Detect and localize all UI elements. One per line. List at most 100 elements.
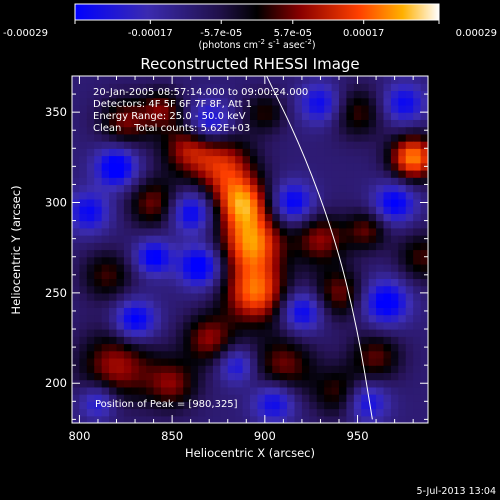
heatmap-cell — [227, 83, 236, 92]
heatmap-cell — [198, 206, 207, 214]
heatmap-cell — [109, 386, 118, 395]
heatmap-cell — [420, 263, 428, 272]
heatmap-cell — [138, 336, 147, 345]
heatmap-cell — [212, 191, 221, 200]
heatmap-cell — [383, 198, 392, 207]
heatmap-cell — [405, 307, 414, 316]
heatmap-cell — [227, 357, 236, 366]
heatmap-cell — [309, 242, 318, 251]
heatmap-cell — [153, 300, 162, 308]
heatmap-cell — [264, 300, 273, 308]
heatmap-cell — [227, 213, 236, 222]
heatmap-cell — [331, 220, 340, 229]
heatmap-cell — [131, 401, 140, 410]
heatmap-cell — [101, 133, 110, 142]
heatmap-cell — [324, 148, 333, 157]
heatmap-cell — [190, 148, 199, 157]
heatmap-cell — [242, 184, 251, 193]
heatmap-cell — [420, 336, 428, 345]
heatmap-cell — [353, 198, 362, 207]
heatmap-cell — [331, 177, 340, 186]
heatmap-cell — [235, 321, 244, 330]
heatmap-cell — [398, 401, 407, 410]
heatmap-cell — [383, 300, 392, 308]
heatmap-cell — [227, 112, 236, 120]
heatmap-cell — [398, 191, 407, 200]
heatmap-cell — [353, 119, 362, 128]
heatmap-cell — [383, 263, 392, 272]
heatmap-cell — [138, 148, 147, 157]
colorbar-unit-label: (photons cm-2 s-1 asec-2) — [198, 38, 315, 51]
heatmap-cell — [339, 415, 348, 423]
heatmap-cell — [390, 104, 399, 113]
heatmap-cell — [109, 256, 118, 265]
heatmap-cell — [123, 249, 132, 258]
heatmap-cell — [324, 83, 333, 92]
heatmap-cell — [212, 314, 221, 323]
heatmap-cell — [368, 343, 377, 352]
heatmap-cell — [146, 112, 155, 120]
heatmap-cell — [272, 184, 281, 193]
heatmap-cell — [398, 76, 407, 84]
heatmap-cell — [398, 321, 407, 330]
heatmap-cell — [294, 198, 303, 207]
heatmap-cell — [198, 104, 207, 113]
heatmap-cell — [361, 394, 370, 402]
heatmap-cell — [109, 336, 118, 345]
heatmap-cell — [175, 97, 184, 106]
heatmap-cell — [368, 408, 377, 417]
heatmap-cell — [146, 285, 155, 294]
heatmap-cell — [316, 278, 325, 287]
heatmap-cell — [235, 386, 244, 395]
heatmap-cell — [368, 350, 377, 359]
heatmap-cell — [79, 206, 88, 214]
heatmap-cell — [227, 126, 236, 135]
heatmap-cell — [353, 177, 362, 186]
heatmap-cell — [398, 256, 407, 265]
heatmap-cell — [368, 206, 377, 214]
heatmap-cell — [190, 104, 199, 113]
heatmap-cell — [301, 292, 310, 301]
heatmap-cell — [242, 271, 251, 280]
heatmap-cell — [398, 148, 407, 157]
heatmap-cell — [272, 177, 281, 186]
heatmap-cell — [346, 386, 355, 395]
heatmap-cell — [205, 162, 214, 171]
heatmap-cell — [353, 141, 362, 149]
heatmap-cell — [220, 227, 229, 236]
heatmap-cell — [72, 213, 81, 222]
heatmap-cell — [220, 329, 229, 337]
heatmap-cell — [264, 220, 273, 229]
heatmap-cell — [131, 314, 140, 323]
heatmap-cell — [183, 357, 192, 366]
heatmap-cell — [101, 278, 110, 287]
heatmap-cell — [301, 278, 310, 287]
colorbar-tick-label: 0.00029 — [456, 28, 497, 39]
heatmap-cell — [257, 198, 266, 207]
heatmap-cell — [250, 336, 259, 345]
heatmap-cell — [205, 133, 214, 142]
heatmap-cell — [94, 184, 103, 193]
heatmap-cell — [324, 177, 333, 186]
heatmap-cell — [383, 97, 392, 106]
heatmap-cell — [79, 285, 88, 294]
heatmap-cell — [227, 206, 236, 214]
heatmap-cell — [242, 300, 251, 308]
heatmap-cell — [257, 97, 266, 106]
heatmap-cell — [272, 162, 281, 171]
heatmap-cell — [183, 112, 192, 120]
heatmap-cell — [183, 169, 192, 178]
heatmap-cell — [72, 365, 81, 373]
heatmap-cell — [257, 394, 266, 402]
heatmap-cell — [413, 90, 422, 99]
heatmap-cell — [405, 285, 414, 294]
heatmap-cell — [316, 227, 325, 236]
heatmap-cell — [72, 184, 81, 193]
heatmap-cell — [146, 83, 155, 92]
heatmap-cell — [101, 148, 110, 157]
heatmap-cell — [339, 97, 348, 106]
heatmap-cell — [413, 365, 422, 373]
heatmap-cell — [86, 155, 95, 164]
heatmap-cell — [101, 357, 110, 366]
heatmap-cell — [250, 314, 259, 323]
